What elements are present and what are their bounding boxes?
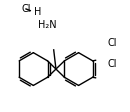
Text: H₂N: H₂N: [38, 20, 57, 30]
Text: Cl: Cl: [108, 38, 117, 47]
Text: H: H: [34, 7, 41, 17]
Text: Cl: Cl: [108, 58, 117, 68]
Text: Cl: Cl: [21, 4, 31, 14]
